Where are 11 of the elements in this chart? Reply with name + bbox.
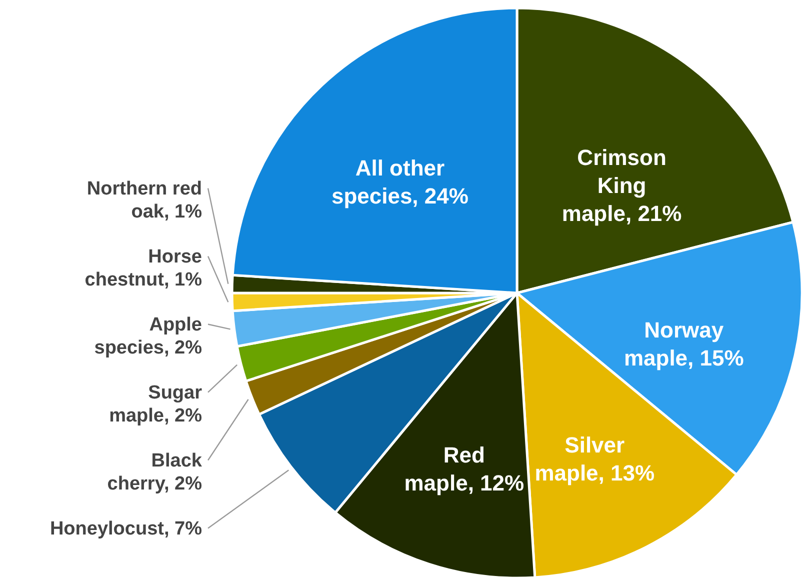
- slice-label: Silver maple, 13%: [534, 432, 655, 486]
- slice-label: Norway maple, 15%: [624, 317, 744, 370]
- slice-label: Apple species, 2%: [94, 314, 202, 358]
- slice-label: All other species, 24%: [331, 155, 468, 208]
- slice-label: Honeylocust, 7%: [50, 518, 202, 540]
- slice-label: Crimson King maple, 21%: [562, 144, 682, 226]
- slice-label: Horse chestnut, 1%: [84, 246, 202, 290]
- slice-label: Red maple, 12%: [404, 442, 524, 496]
- slice-label: Black cherry, 2%: [107, 450, 202, 494]
- slice-label: Sugar maple, 2%: [109, 382, 203, 426]
- slice-label: Northern red oak, 1%: [86, 178, 202, 222]
